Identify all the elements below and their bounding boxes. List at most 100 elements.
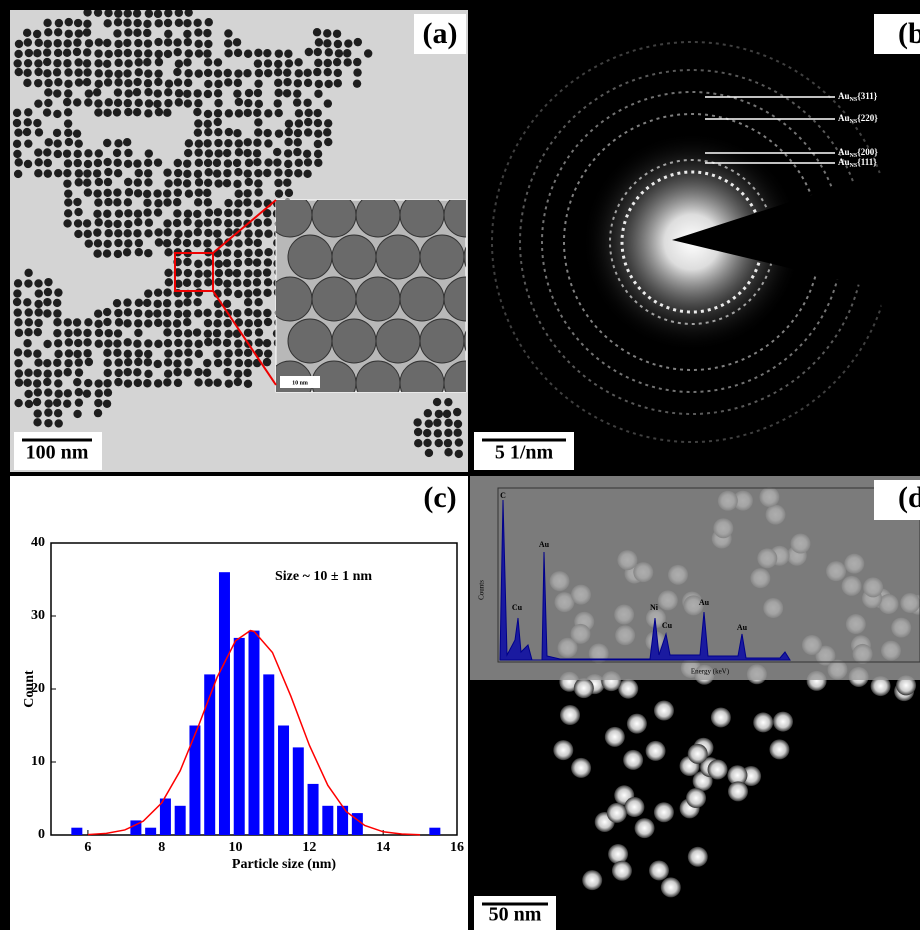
particle — [204, 218, 212, 226]
particle — [44, 40, 52, 48]
particle — [163, 109, 171, 117]
particle — [204, 179, 212, 187]
particle — [113, 29, 121, 37]
particle — [44, 399, 52, 407]
particle — [25, 400, 33, 408]
particle — [84, 318, 92, 326]
particle — [424, 409, 432, 417]
particle — [314, 159, 322, 167]
particle — [73, 48, 81, 56]
particle — [214, 149, 222, 157]
particle — [244, 359, 252, 367]
particle — [44, 388, 52, 396]
particle — [215, 269, 223, 277]
particle — [205, 208, 213, 216]
particle — [194, 170, 202, 178]
particle — [635, 818, 655, 838]
particle — [264, 278, 272, 286]
particle — [83, 78, 91, 86]
particle — [314, 109, 322, 117]
particle — [254, 49, 262, 57]
particle — [113, 349, 121, 357]
particle — [174, 349, 182, 357]
particle — [64, 68, 72, 76]
particle — [53, 110, 61, 118]
particle — [73, 129, 81, 137]
particle — [84, 160, 92, 168]
particle — [134, 379, 142, 387]
particle — [135, 248, 143, 256]
y-tick-label: 40 — [31, 535, 45, 550]
particle — [25, 318, 33, 326]
particle — [103, 109, 111, 117]
particle — [234, 199, 242, 207]
particle — [104, 168, 112, 176]
particle — [303, 99, 311, 107]
particle — [174, 188, 182, 196]
particle — [94, 320, 102, 328]
particle — [163, 228, 171, 236]
panel-label: (d) — [898, 481, 920, 514]
particle — [184, 69, 192, 77]
particle — [233, 159, 241, 167]
particle — [54, 339, 62, 347]
particle — [144, 249, 152, 257]
particle — [254, 188, 262, 196]
particle — [85, 239, 93, 247]
particle — [194, 270, 202, 278]
particle — [114, 378, 122, 386]
particle — [193, 108, 201, 116]
particle — [134, 178, 142, 186]
element: Au — [838, 157, 850, 167]
particle — [264, 258, 272, 266]
particle — [174, 339, 182, 347]
particle — [234, 259, 242, 267]
particle — [254, 169, 262, 177]
particle — [114, 78, 122, 86]
particle — [444, 439, 452, 447]
particle — [423, 439, 431, 447]
particle — [185, 139, 193, 147]
particle — [204, 229, 212, 237]
particle — [173, 368, 181, 376]
particle — [154, 78, 162, 86]
particle — [274, 60, 282, 68]
particle — [35, 158, 43, 166]
particle — [234, 339, 242, 347]
particle — [124, 198, 132, 206]
particle — [224, 349, 232, 357]
particle — [35, 39, 43, 47]
particle — [114, 369, 122, 377]
particle — [124, 28, 132, 36]
element: Au — [838, 147, 850, 157]
particle — [154, 288, 162, 296]
panel-label: (b) — [898, 17, 920, 50]
particle — [420, 319, 464, 363]
particle — [214, 69, 222, 77]
particle — [255, 338, 263, 346]
particle — [53, 59, 61, 67]
particle — [124, 368, 132, 376]
particle — [33, 30, 41, 38]
particle — [33, 379, 41, 387]
particle — [134, 319, 142, 327]
particle — [124, 178, 132, 186]
particle — [93, 249, 101, 257]
particle — [313, 68, 321, 76]
particle — [454, 429, 462, 437]
element: Au — [838, 113, 850, 123]
particle — [235, 109, 243, 117]
particle — [233, 269, 241, 277]
particle — [103, 60, 111, 68]
particle — [154, 340, 162, 348]
particle — [353, 79, 361, 87]
particle — [444, 448, 452, 456]
particle — [135, 58, 143, 66]
bar — [278, 726, 289, 836]
particle — [244, 269, 252, 277]
particle — [234, 219, 242, 227]
x-tick-label: 12 — [302, 840, 316, 855]
particle — [133, 19, 141, 27]
particle — [144, 79, 152, 87]
particle — [14, 348, 22, 356]
